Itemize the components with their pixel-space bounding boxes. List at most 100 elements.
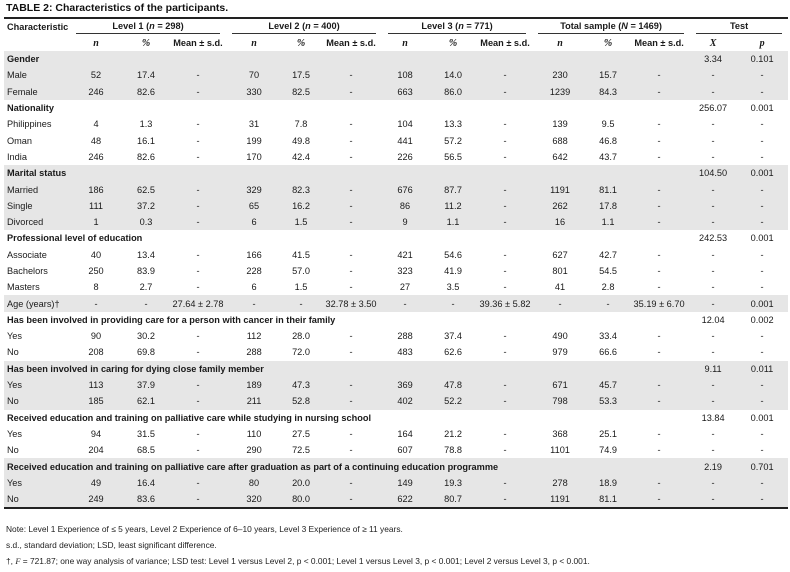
table-cell: - xyxy=(760,428,764,439)
table-cell: 1191 xyxy=(532,491,589,510)
table-cell: 82.5 xyxy=(282,83,321,100)
table-cell: 329 xyxy=(226,181,283,198)
table-cell: 249 xyxy=(70,491,122,510)
table-cell: 230 xyxy=(532,67,589,84)
table-cell: - xyxy=(711,266,715,276)
table-row: Philippines 4 1.3 - 31 7.8 - 104 13.3 - 139 9.5 - - - xyxy=(4,116,788,132)
table-cell: 2.8 xyxy=(601,282,615,293)
table-cell: 16 xyxy=(532,213,589,231)
column-group-level-2: Level 2 (n = 400) xyxy=(226,17,383,35)
table-cell: 56.5 xyxy=(444,151,462,162)
section-header-row: Received education and training on palli… xyxy=(4,410,788,426)
header-row-groups: Characteristic Level 1 (n = 298) Level 2… xyxy=(4,17,789,35)
table-cell: 42.4 xyxy=(292,151,310,162)
row-label: Masters xyxy=(7,282,40,293)
table-cell: 69.8 xyxy=(137,347,155,358)
section-label: Nationality xyxy=(7,103,54,114)
table-cell: - xyxy=(760,249,764,260)
table-cell: - xyxy=(711,347,715,358)
table-cell: - xyxy=(478,213,533,231)
table-cell: - xyxy=(478,393,533,410)
header-row-sub: n% Mean ± s.d. n% Mean ± s.d. n% Mean ± s.d. n… xyxy=(4,35,788,51)
table-cell: 17.5 xyxy=(282,67,321,84)
subheader-n: n xyxy=(402,37,408,49)
table-cell: 11.2 xyxy=(428,197,479,214)
table-cell: - xyxy=(690,181,737,198)
table-cell: - xyxy=(170,83,227,100)
row-label: Yes xyxy=(7,331,22,342)
table-cell: - xyxy=(196,266,200,276)
table-cell: 49.8 xyxy=(292,135,310,146)
table-cell: 27 xyxy=(399,282,411,293)
table-cell: - xyxy=(690,491,737,510)
subheader-p: p xyxy=(759,37,765,49)
subheader-percent: % xyxy=(296,37,306,49)
table-cell: - xyxy=(657,445,661,456)
section-header-row: Has been involved in caring for dying cl… xyxy=(4,360,789,377)
row-label: Age (years)† xyxy=(4,295,70,312)
table-cell: 278 xyxy=(532,474,589,492)
table-cell: - xyxy=(690,474,737,492)
section-label: Received education and training on palli… xyxy=(4,458,691,475)
table-cell: 208 xyxy=(88,347,104,358)
section-label: Gender xyxy=(4,51,691,68)
table-cell: - xyxy=(170,181,227,198)
table-cell: - xyxy=(170,393,227,410)
table-cell: - xyxy=(349,331,353,342)
table-cell: - xyxy=(736,491,789,510)
table-row: Yes 90 30.2 - 112 28.0 - 288 37.4 - 490 33.4 - - - xyxy=(4,328,788,344)
section-header-row: Nationality 256.07 0.001 xyxy=(4,100,788,116)
table-cell: - xyxy=(478,376,533,394)
table-cell: 642 xyxy=(552,151,568,162)
table-cell: - xyxy=(657,347,661,358)
note-anova: †, F = 721.87; one way analysis of varia… xyxy=(6,556,590,566)
table-cell: - xyxy=(428,295,479,312)
section-label: Received education and training on palli… xyxy=(7,412,371,423)
table-notes: Note: Level 1 Experience of ≤ 5 years, L… xyxy=(6,521,590,570)
table-cell: 483 xyxy=(397,347,413,358)
table-cell: 1.3 xyxy=(139,119,153,130)
table-cell: 62.6 xyxy=(444,347,462,358)
table-cell: 1.5 xyxy=(294,282,308,293)
table-cell: - xyxy=(690,376,737,394)
table-cell: 42.7 xyxy=(599,249,617,260)
table-cell: - xyxy=(349,428,353,439)
table-cell: 111 xyxy=(70,197,122,214)
p-value: 0.011 xyxy=(736,360,789,377)
table-cell: 31.5 xyxy=(137,428,155,439)
table-cell: - xyxy=(711,119,715,130)
table-cell: 262 xyxy=(532,197,589,214)
table-row: No 249 83.6-320 80.0-622 80.7-1191 81.1- - - xyxy=(4,491,789,510)
table-cell: 402 xyxy=(382,393,429,410)
table-cell: - xyxy=(382,295,429,312)
table-cell: - xyxy=(736,67,789,84)
table-cell: 0.001 xyxy=(736,295,789,312)
table-cell: - xyxy=(760,135,764,146)
table-row: Bachelors 250 83.9 - 228 57.0 - 323 41.9 - 801 54.5… xyxy=(4,263,788,279)
table-cell: 6 xyxy=(226,213,283,231)
row-label: India xyxy=(7,151,27,162)
table-cell: 139 xyxy=(552,119,568,130)
table-cell: 49 xyxy=(70,474,122,492)
table-cell: 490 xyxy=(552,331,568,342)
table-cell: - xyxy=(503,266,507,276)
table-cell: - xyxy=(349,119,353,130)
table-cell: 52.8 xyxy=(282,393,321,410)
table-cell: 72.5 xyxy=(292,445,310,456)
table-cell: - xyxy=(690,197,737,214)
table-cell: 186 xyxy=(70,181,122,198)
table-cell: 421 xyxy=(397,249,413,260)
table-cell: - xyxy=(503,119,507,130)
table-cell: - xyxy=(690,83,737,100)
section-label: Professional level of education xyxy=(7,233,143,244)
table-cell: 81.1 xyxy=(588,181,629,198)
table-cell: - xyxy=(760,266,764,276)
row-label: Single xyxy=(4,197,70,214)
table-cell: - xyxy=(320,393,383,410)
table-cell: - xyxy=(320,181,383,198)
table-cell: 82.3 xyxy=(282,181,321,198)
table-cell: - xyxy=(320,83,383,100)
table-cell: - xyxy=(320,376,383,394)
table-cell: - xyxy=(736,393,789,410)
table-cell: - xyxy=(657,119,661,130)
